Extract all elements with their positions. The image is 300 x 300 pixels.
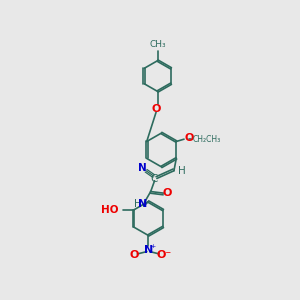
Text: N: N xyxy=(144,245,153,255)
Text: O: O xyxy=(130,250,139,260)
Text: O: O xyxy=(162,188,172,198)
Text: O: O xyxy=(152,104,161,114)
Text: ⁺: ⁺ xyxy=(150,244,156,254)
Text: O⁻: O⁻ xyxy=(156,250,172,260)
Text: N: N xyxy=(138,164,146,173)
Text: CH₃: CH₃ xyxy=(149,40,166,49)
Text: H: H xyxy=(134,199,142,209)
Text: N: N xyxy=(138,199,148,209)
Text: O: O xyxy=(185,134,194,143)
Text: C: C xyxy=(150,174,158,184)
Text: H: H xyxy=(178,166,186,176)
Text: CH₂CH₃: CH₂CH₃ xyxy=(193,135,221,144)
Text: HO: HO xyxy=(101,205,119,215)
